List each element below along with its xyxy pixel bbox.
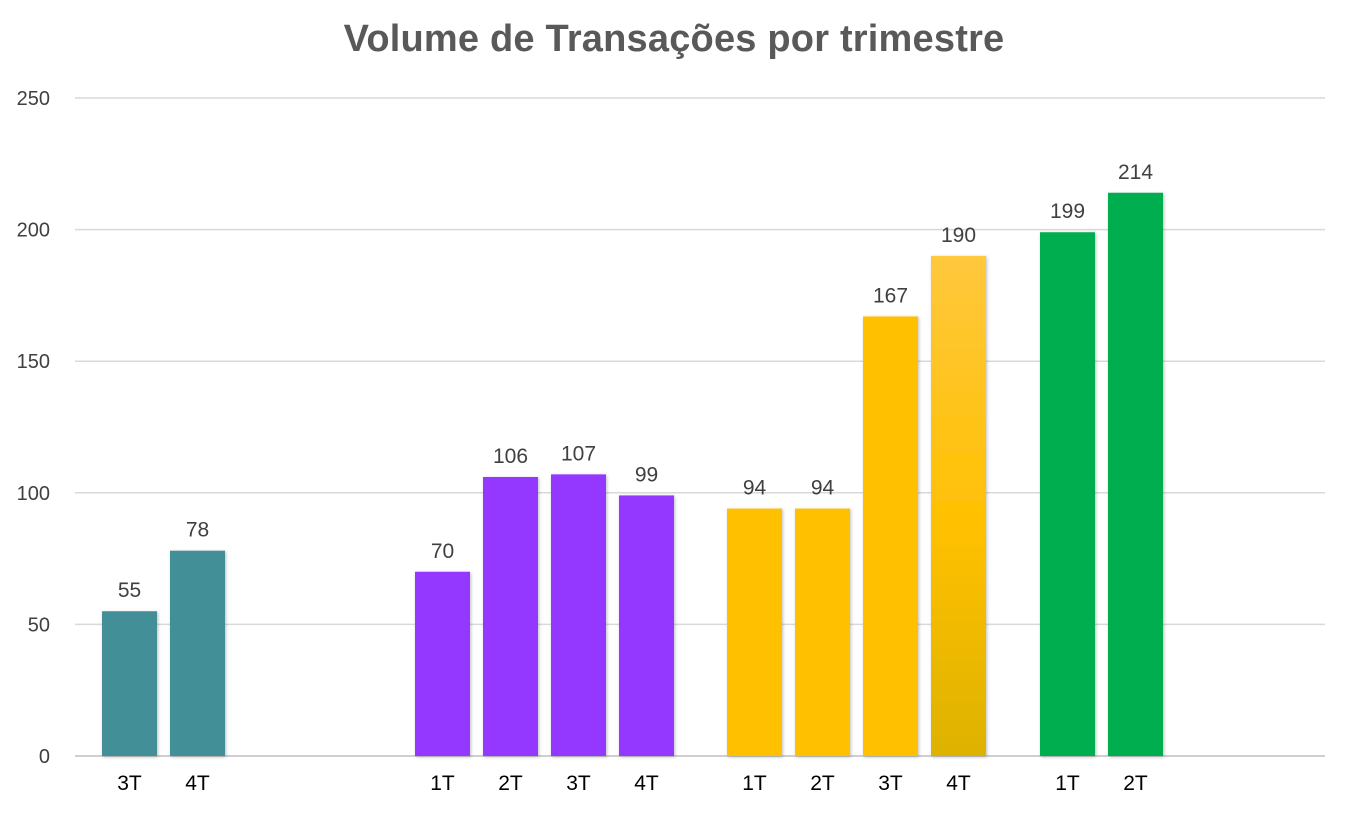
x-tick-label: 4T xyxy=(185,772,210,795)
bar xyxy=(415,571,470,756)
bar xyxy=(863,316,918,756)
data-label: 107 xyxy=(561,442,596,465)
x-tick-label: 1T xyxy=(430,772,455,795)
bar xyxy=(727,508,782,756)
data-label: 106 xyxy=(493,445,528,468)
data-label: 190 xyxy=(941,224,976,247)
x-tick-label: 3T xyxy=(566,772,591,795)
data-label: 70 xyxy=(431,540,454,563)
x-tick-label: 1T xyxy=(1055,772,1080,795)
data-label: 99 xyxy=(635,463,658,486)
x-tick-label: 2T xyxy=(1123,772,1148,795)
data-label: 94 xyxy=(743,477,767,500)
x-tick-label: 3T xyxy=(878,772,903,795)
data-label: 78 xyxy=(186,519,209,542)
y-tick-label: 150 xyxy=(17,351,50,373)
data-label: 199 xyxy=(1050,200,1085,223)
x-tick-label: 3T xyxy=(117,772,142,795)
bar xyxy=(170,550,225,756)
y-tick-label: 250 xyxy=(17,88,50,110)
x-tick-label: 1T xyxy=(742,772,767,795)
x-tick-label: 2T xyxy=(810,772,835,795)
data-labels: 55 78 70 106 107 99 94 94 167 190 199 214 xyxy=(118,161,1154,602)
y-tick-label: 200 xyxy=(17,220,50,242)
bar xyxy=(102,611,157,756)
x-tick-label: 2T xyxy=(498,772,523,795)
y-axis-ticks: 0 50 100 150 200 250 xyxy=(17,88,50,768)
x-axis-ticks: 3T 4T 1T 2T 3T 4T 1T 2T 3T 4T 1T 2T xyxy=(117,772,1148,795)
data-label: 167 xyxy=(873,284,908,307)
bar xyxy=(795,508,850,756)
bar xyxy=(1108,192,1163,756)
bar xyxy=(931,255,986,757)
bars xyxy=(102,192,1163,757)
data-label: 94 xyxy=(811,477,835,500)
bar xyxy=(1040,232,1095,756)
bar xyxy=(619,495,674,756)
bar xyxy=(551,474,606,756)
data-label: 214 xyxy=(1118,161,1153,184)
x-tick-label: 4T xyxy=(634,772,659,795)
y-tick-label: 100 xyxy=(17,483,50,505)
data-label: 55 xyxy=(118,579,141,602)
y-tick-label: 0 xyxy=(39,746,50,768)
x-tick-label: 4T xyxy=(946,772,971,795)
bar xyxy=(483,477,538,756)
y-tick-label: 50 xyxy=(28,614,50,636)
chart-title: Volume de Transações por trimestre xyxy=(343,18,1005,60)
